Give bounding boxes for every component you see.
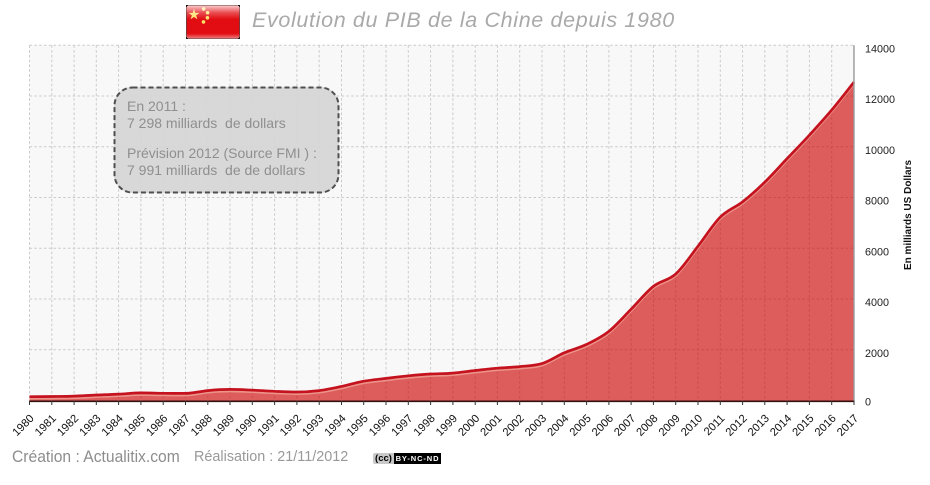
svg-text:En milliards US Dollars: En milliards US Dollars [903,160,914,270]
svg-text:1994: 1994 [323,413,349,439]
svg-text:12000: 12000 [865,94,895,106]
svg-text:2001: 2001 [478,413,504,439]
svg-text:2014: 2014 [768,413,794,439]
svg-text:1982: 1982 [55,413,81,439]
svg-text:1989: 1989 [211,413,237,439]
svg-text:1999: 1999 [434,413,460,439]
svg-text:2015: 2015 [790,413,816,439]
svg-text:1998: 1998 [412,413,438,439]
svg-text:1990: 1990 [233,413,259,439]
svg-text:0: 0 [865,397,871,409]
svg-text:2000: 2000 [456,413,482,439]
svg-text:2002: 2002 [501,413,527,439]
svg-text:2006: 2006 [590,413,616,439]
svg-text:1987: 1987 [167,413,193,439]
svg-text:1981: 1981 [33,413,59,439]
svg-text:1988: 1988 [189,413,215,439]
svg-text:2003: 2003 [523,413,549,439]
svg-text:2011: 2011 [702,413,728,439]
svg-text:14000: 14000 [865,43,895,55]
svg-text:6000: 6000 [865,246,889,258]
svg-text:1986: 1986 [144,413,170,439]
svg-text:1991: 1991 [256,413,282,439]
svg-text:2007: 2007 [612,413,638,439]
svg-text:1980: 1980 [11,413,37,439]
svg-text:2000: 2000 [865,348,889,360]
svg-text:1995: 1995 [345,413,371,439]
svg-text:2008: 2008 [634,413,660,439]
svg-text:1993: 1993 [300,413,326,439]
svg-text:10000: 10000 [865,145,895,157]
svg-text:2010: 2010 [679,413,705,439]
svg-text:1997: 1997 [389,413,415,439]
svg-text:2009: 2009 [657,413,683,439]
svg-text:2013: 2013 [746,413,772,439]
svg-text:1996: 1996 [367,413,393,439]
svg-text:1983: 1983 [77,413,103,439]
svg-text:8000: 8000 [865,196,889,208]
svg-text:1985: 1985 [122,413,148,439]
svg-text:2004: 2004 [545,413,571,439]
svg-text:1984: 1984 [100,413,126,439]
svg-text:2005: 2005 [568,413,594,439]
svg-text:4000: 4000 [865,297,889,309]
svg-text:2012: 2012 [724,413,750,439]
svg-text:1992: 1992 [278,413,304,439]
svg-text:2017: 2017 [835,413,861,439]
svg-text:2016: 2016 [813,413,839,439]
